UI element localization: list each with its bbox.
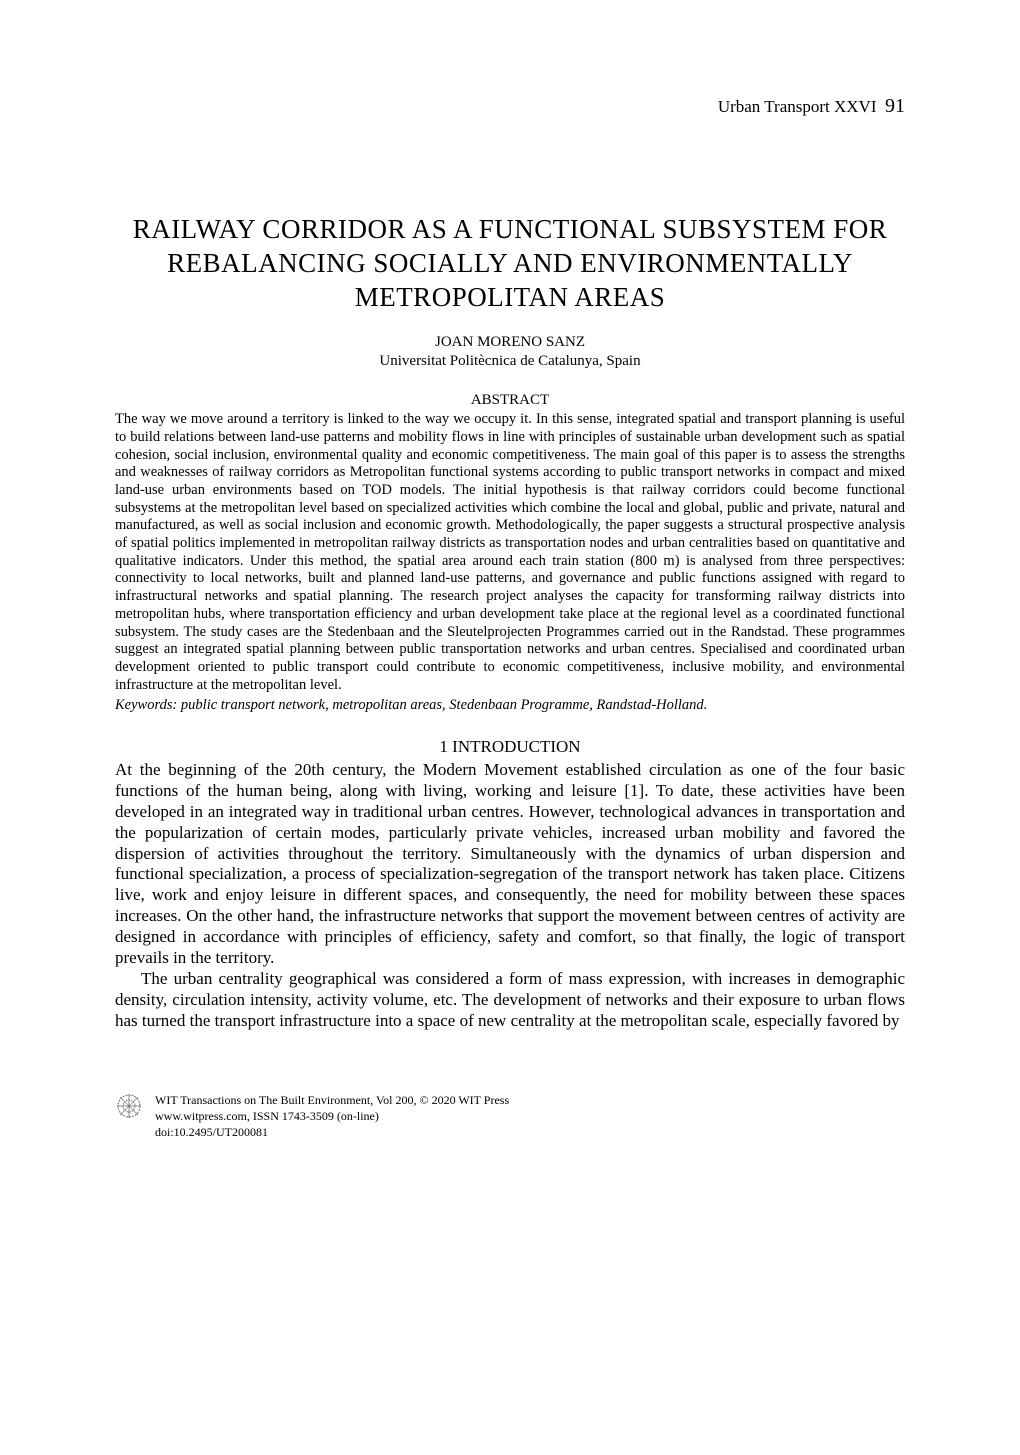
footer-text: WIT Transactions on The Built Environmen… xyxy=(155,1092,509,1141)
abstract-heading: ABSTRACT xyxy=(115,392,905,409)
section-heading-introduction: 1 INTRODUCTION xyxy=(115,737,905,757)
author-name: JOAN MORENO SANZ xyxy=(115,334,905,351)
intro-paragraph-2: The urban centrality geographical was co… xyxy=(115,969,905,1032)
publisher-logo-icon xyxy=(115,1092,143,1120)
abstract-body: The way we move around a territory is li… xyxy=(115,411,905,694)
page-number: 91 xyxy=(885,95,905,117)
keywords: Keywords: public transport network, metr… xyxy=(115,697,905,715)
paper-title: RAILWAY CORRIDOR AS A FUNCTIONAL SUBSYST… xyxy=(115,213,905,314)
author-affiliation: Universitat Politècnica de Catalunya, Sp… xyxy=(115,353,905,370)
running-header: Urban Transport XXVI 91 xyxy=(115,95,905,118)
volume-label: Urban Transport XXVI xyxy=(718,97,877,116)
footer-line-2: www.witpress.com, ISSN 1743-3509 (on-lin… xyxy=(155,1108,509,1124)
intro-paragraph-1: At the beginning of the 20th century, th… xyxy=(115,760,905,969)
footer-line-1: WIT Transactions on The Built Environmen… xyxy=(155,1092,509,1108)
page-footer: WIT Transactions on The Built Environmen… xyxy=(115,1092,905,1141)
footer-line-3: doi:10.2495/UT200081 xyxy=(155,1124,509,1140)
